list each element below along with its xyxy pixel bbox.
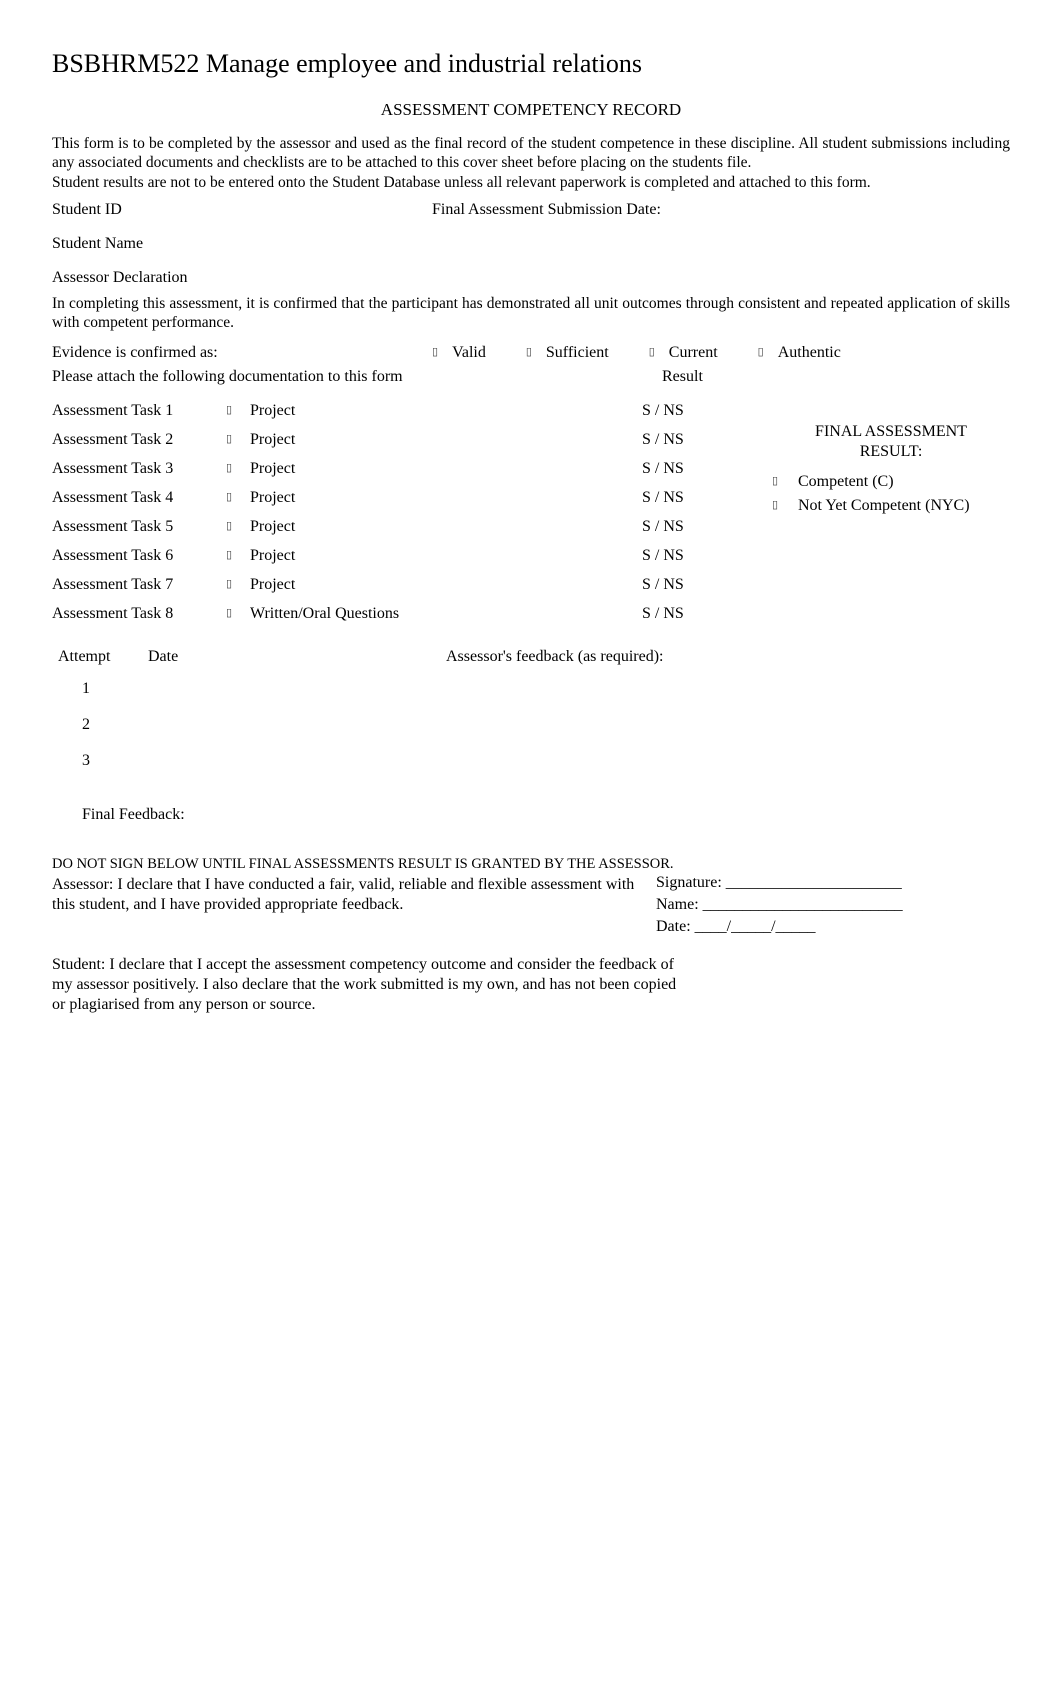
assessor-signature-declaration: Assessor: I declare that I have conducte… xyxy=(52,875,652,915)
intro-paragraph-2: Student results are not to be entered on… xyxy=(52,173,1010,192)
attempts-col-feedback: Assessor's feedback (as required): xyxy=(446,647,1010,667)
task-type: Written/Oral Questions xyxy=(250,604,642,624)
checkbox-icon[interactable]: ▯ xyxy=(226,462,250,476)
task-type: Project xyxy=(250,430,642,450)
attach-documentation-label: Please attach the following documentatio… xyxy=(52,367,432,387)
task-type: Project xyxy=(250,459,642,479)
signature-line[interactable]: Signature: ______________________ xyxy=(656,873,1010,893)
page-title: BSBHRM522 Manage employee and industrial… xyxy=(52,48,1010,81)
task-name: Assessment Task 2 xyxy=(52,430,226,450)
evidence-label: Evidence is confirmed as: xyxy=(52,343,432,363)
checkbox-icon[interactable]: ▯ xyxy=(758,346,764,360)
checkbox-icon[interactable]: ▯ xyxy=(432,346,438,360)
student-id-label: Student ID xyxy=(52,200,432,220)
final-result-competent: Competent (C) xyxy=(798,472,894,492)
evidence-flag-sufficient: Sufficient xyxy=(546,343,609,363)
task-row: Assessment Task 4 ▯ Project xyxy=(52,484,642,513)
attempt-row: 2 xyxy=(52,715,1010,751)
evidence-flag-authentic: Authentic xyxy=(778,343,841,363)
task-result: S / NS xyxy=(642,600,762,629)
task-row: Assessment Task 7 ▯ Project xyxy=(52,571,642,600)
task-name: Assessment Task 1 xyxy=(52,401,226,421)
checkbox-icon[interactable]: ▯ xyxy=(226,433,250,447)
final-assessment-title-1: FINAL ASSESSMENT xyxy=(772,422,1010,442)
final-assessment-date-label: Final Assessment Submission Date: xyxy=(432,200,661,220)
result-column-header: Result xyxy=(662,367,703,387)
task-result: S / NS xyxy=(642,542,762,571)
checkbox-icon[interactable]: ▯ xyxy=(772,475,798,489)
task-row: Assessment Task 8 ▯ Written/Oral Questio… xyxy=(52,600,642,629)
task-row: Assessment Task 2 ▯ Project xyxy=(52,426,642,455)
task-result: S / NS xyxy=(642,455,762,484)
attempts-table: Attempt Date Assessor's feedback (as req… xyxy=(52,647,1010,825)
assessor-declaration-text: In completing this assessment, it is con… xyxy=(52,294,1010,333)
task-result: S / NS xyxy=(642,397,762,426)
checkbox-icon[interactable]: ▯ xyxy=(226,404,250,418)
task-result: S / NS xyxy=(642,426,762,455)
task-result: S / NS xyxy=(642,571,762,600)
task-type: Project xyxy=(250,517,642,537)
checkbox-icon[interactable]: ▯ xyxy=(526,346,532,360)
task-name: Assessment Task 7 xyxy=(52,575,226,595)
task-type: Project xyxy=(250,488,642,508)
checkbox-icon[interactable]: ▯ xyxy=(772,499,798,513)
results-column: S / NS S / NS S / NS S / NS S / NS S / N… xyxy=(642,397,762,629)
task-row: Assessment Task 3 ▯ Project xyxy=(52,455,642,484)
attempt-number: 1 xyxy=(52,679,172,699)
task-row: Assessment Task 6 ▯ Project xyxy=(52,542,642,571)
final-assessment-title-2: RESULT: xyxy=(772,442,1010,462)
checkbox-icon[interactable]: ▯ xyxy=(226,607,250,621)
attempt-row: 1 xyxy=(52,679,1010,715)
name-line[interactable]: Name: _________________________ xyxy=(656,895,1010,915)
date-line[interactable]: Date: ____/_____/_____ xyxy=(656,917,1010,937)
checkbox-icon[interactable]: ▯ xyxy=(226,549,250,563)
task-name: Assessment Task 6 xyxy=(52,546,226,566)
task-name: Assessment Task 8 xyxy=(52,604,226,624)
task-result: S / NS xyxy=(642,484,762,513)
attempt-number: 2 xyxy=(52,715,172,735)
attempts-col-attempt: Attempt xyxy=(52,647,148,667)
tasks-list: Assessment Task 1 ▯ Project Assessment T… xyxy=(52,397,642,629)
attempt-row: 3 xyxy=(52,751,1010,787)
page-subtitle: ASSESSMENT COMPETENCY RECORD xyxy=(52,99,1010,120)
student-signature-declaration: Student: I declare that I accept the ass… xyxy=(52,955,692,1015)
checkbox-icon[interactable]: ▯ xyxy=(226,520,250,534)
attempts-col-date: Date xyxy=(148,647,446,667)
evidence-flag-valid: Valid xyxy=(452,343,486,363)
student-name-label: Student Name xyxy=(52,234,1010,254)
task-name: Assessment Task 5 xyxy=(52,517,226,537)
task-type: Project xyxy=(250,546,642,566)
final-result-nyc: Not Yet Competent (NYC) xyxy=(798,496,970,516)
signature-warning: DO NOT SIGN BELOW UNTIL FINAL ASSESSMENT… xyxy=(52,855,1010,873)
checkbox-icon[interactable]: ▯ xyxy=(649,346,655,360)
assessor-declaration-label: Assessor Declaration xyxy=(52,268,1010,288)
task-type: Project xyxy=(250,575,642,595)
final-assessment-box: FINAL ASSESSMENT RESULT: ▯ Competent (C)… xyxy=(762,397,1010,629)
final-feedback-label: Final Feedback: xyxy=(52,805,1010,825)
checkbox-icon[interactable]: ▯ xyxy=(226,578,250,592)
task-result: S / NS xyxy=(642,513,762,542)
evidence-flag-current: Current xyxy=(669,343,718,363)
intro-paragraph-1: This form is to be completed by the asse… xyxy=(52,134,1010,173)
task-name: Assessment Task 3 xyxy=(52,459,226,479)
task-row: Assessment Task 1 ▯ Project xyxy=(52,397,642,426)
checkbox-icon[interactable]: ▯ xyxy=(226,491,250,505)
task-row: Assessment Task 5 ▯ Project xyxy=(52,513,642,542)
attempt-number: 3 xyxy=(52,751,172,771)
task-name: Assessment Task 4 xyxy=(52,488,226,508)
task-type: Project xyxy=(250,401,642,421)
